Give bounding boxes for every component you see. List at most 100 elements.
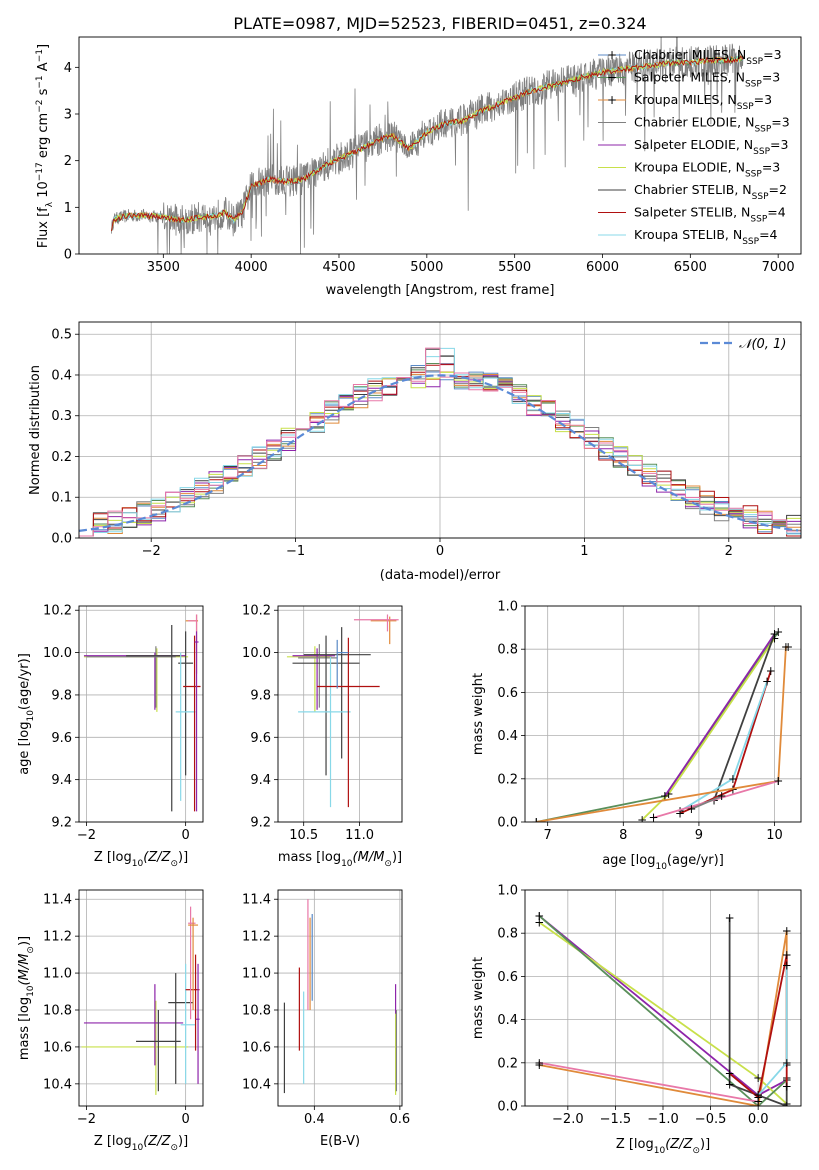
weight-z-marker-4-0: + [534, 1056, 544, 1070]
weight-z-xtick-label-1: −1.5 [600, 1112, 632, 1127]
residuals-ylabel: Normed distribution [28, 365, 43, 495]
weight-age-xlabel: age [log10(age/yr)] [602, 853, 724, 872]
weight-age-marker-4-2: + [766, 664, 776, 678]
weight-age-marker-1-0: + [637, 813, 647, 827]
weight-age-ytick-label-0: 0.0 [497, 816, 518, 831]
weight-age-marker-6-0: + [531, 815, 541, 829]
weight-z-marker-7-1: + [782, 1056, 792, 1070]
age-z-ytick-label-2: 9.6 [51, 731, 72, 746]
mass-z-frame [78, 889, 204, 1107]
spectrum-xtick-label-4: 5500 [498, 260, 531, 275]
legend-label-4: Salpeter ELODIE, NSSP=3 [634, 137, 788, 157]
spectrum-xtick-label-6: 6500 [674, 260, 707, 275]
weight-age-marker-7-0: + [649, 811, 659, 825]
mass-ebv-xlabel: E(B-V) [320, 1134, 360, 1149]
age-z-xtick-label-1: 0 [181, 828, 189, 843]
weight-age-xtick-label-1: 8 [619, 828, 627, 843]
residuals-chart: −2 −1 0 1 2 0.0 0.1 0.2 0.3 0.4 0.5 𝒩(0, 1) (data-mo… [28, 321, 802, 583]
weight-z-marker-7-0: + [753, 1088, 763, 1102]
spectrum-ytick-label-2: 2 [64, 154, 72, 169]
legend-marker-0: + [607, 48, 617, 62]
residuals-xtick-label-2: 0 [436, 544, 444, 559]
weight-z-marker-5-2: + [782, 1099, 792, 1113]
age-mass-xtick-label-0: 10.5 [289, 828, 318, 843]
mass-z-ytick-label-2: 10.8 [43, 1004, 72, 1019]
residuals-xtick-label-1: −1 [286, 544, 305, 559]
legend-label-7: Salpeter STELIB, NSSP=4 [634, 205, 786, 225]
spectrum-ytick-label-1: 1 [64, 201, 72, 216]
weight-z-marker-1-0: + [534, 915, 544, 929]
weight-z-ytick-label-5: 1.0 [497, 884, 518, 899]
age-z-ytick-label-1: 9.4 [51, 773, 72, 788]
weight-age-marker-7-1: + [773, 774, 783, 788]
legend-label-2: Kroupa MILES, NSSP=3 [634, 92, 772, 112]
residuals-ytick-label-0: 0.0 [51, 532, 72, 547]
weight-z-marker-3-0: + [534, 1058, 544, 1072]
age-mass-ytick-label-1: 9.4 [250, 773, 271, 788]
weight-age-marker-2-1: + [770, 627, 780, 641]
weight-age-frame [524, 605, 802, 823]
weight-z-ytick-label-2: 0.4 [497, 1013, 518, 1028]
normal-distribution-curve [78, 374, 799, 532]
residuals-xtick-label-3: 1 [580, 544, 588, 559]
weight-z-marker-2-0: + [534, 909, 544, 923]
weight-z-marker-3-2: + [782, 924, 792, 938]
age-mass-ytick-label-3: 9.8 [250, 688, 271, 703]
weight-z-xlabel: Z [log10(Z/Z⊙)] [616, 1137, 710, 1156]
spectrum-xtick-label-7: 7000 [762, 260, 795, 275]
weight-age-xtick-label-2: 9 [695, 828, 703, 843]
age-mass-ytick-label-0: 9.2 [250, 816, 271, 831]
legend-label-1: Salpeter MILES, NSSP=3 [634, 70, 780, 90]
residuals-ytick-label-3: 0.3 [51, 409, 72, 424]
age-z-ytick-label-0: 9.2 [51, 816, 72, 831]
weight-age-marker-0-0: + [531, 815, 541, 829]
weight-age-line-3 [713, 633, 776, 801]
normal-legend-label: 𝒩(0, 1) [739, 337, 786, 352]
age-mass-frame [277, 605, 403, 823]
figure-title: PLATE=0987, MJD=52523, FIBERID=0451, z=0… [233, 14, 646, 33]
model-spectrum-salpeter_stelib [111, 55, 744, 232]
age-z-xlabel: Z [log10(Z/Z⊙)] [94, 850, 188, 869]
weight-z-ytick-label-3: 0.6 [497, 970, 518, 985]
residuals-ytick-label-1: 0.1 [51, 491, 72, 506]
spectrum-xtick-label-1: 4000 [235, 260, 268, 275]
weight-age-series: ++++++++++++++++++++++++ [531, 625, 793, 829]
spectrum-frame [78, 36, 802, 255]
weight-age-line-5 [679, 681, 768, 812]
mass-z-xlabel: Z [log10(Z/Z⊙)] [94, 1134, 188, 1153]
age-mass-xlabel: mass [log10(M/M⊙)] [278, 850, 402, 869]
spectrum-ytick-label-3: 3 [64, 108, 72, 123]
legend-marker-1: + [607, 71, 617, 85]
weight-z-marker-6-2: + [782, 948, 792, 962]
mass-ebv-xtick-label-0: 0.4 [304, 1112, 325, 1127]
residuals-ytick-label-5: 0.5 [51, 328, 72, 343]
weight-age-marker-6-3: + [783, 640, 793, 654]
weight-z-marker-6-1: + [753, 1090, 763, 1104]
weight-age-line-2 [664, 633, 776, 797]
weight-z-ytick-label-4: 0.8 [497, 927, 518, 942]
weight-z-ylabel: mass weight [471, 957, 486, 1039]
weight-age-marker-0-2: + [773, 625, 783, 639]
weight-age-marker-6-1: + [773, 774, 783, 788]
weight-age-ytick-label-2: 0.4 [497, 729, 518, 744]
weight-z-marker-6-3: + [782, 1080, 792, 1094]
weight-z-line-7 [757, 965, 788, 1096]
weight-z-xtick-label-3: −0.5 [695, 1112, 727, 1127]
mass-z-ytick-label-0: 10.4 [43, 1077, 72, 1092]
weight-age-ytick-label-1: 0.2 [497, 772, 518, 787]
age-mass-points [286, 614, 399, 808]
weight-age-marker-5-0: + [675, 804, 685, 818]
weight-age-marker-5-1: + [728, 772, 738, 786]
weight-age-line-0 [536, 631, 780, 822]
weight-age-marker-4-1: + [728, 783, 738, 797]
weight-age-xtick-label-3: 10 [766, 828, 783, 843]
model-spectrum-kroupa_elodie [111, 55, 744, 232]
spectrum-xlabel: wavelength [Angstrom, rest frame] [326, 283, 555, 298]
weight-z-marker-7-2: + [782, 959, 792, 973]
weight-z-marker-0-0: + [534, 909, 544, 923]
weight-z-marker-1-1: + [753, 1071, 763, 1085]
legend-label-6: Chabrier STELIB, NSSP=2 [634, 182, 787, 202]
residuals-xtick-label-4: 2 [725, 544, 733, 559]
spectrum-ylabel: Flux [fλ 10−17 erg cm−2 s−1 A−1] [35, 44, 55, 248]
mass-vs-metallicity-chart: −2 0 10.4 10.6 10.8 11.0 11.2 11.4 Z [log10(Z/Z⊙… [17, 889, 204, 1153]
